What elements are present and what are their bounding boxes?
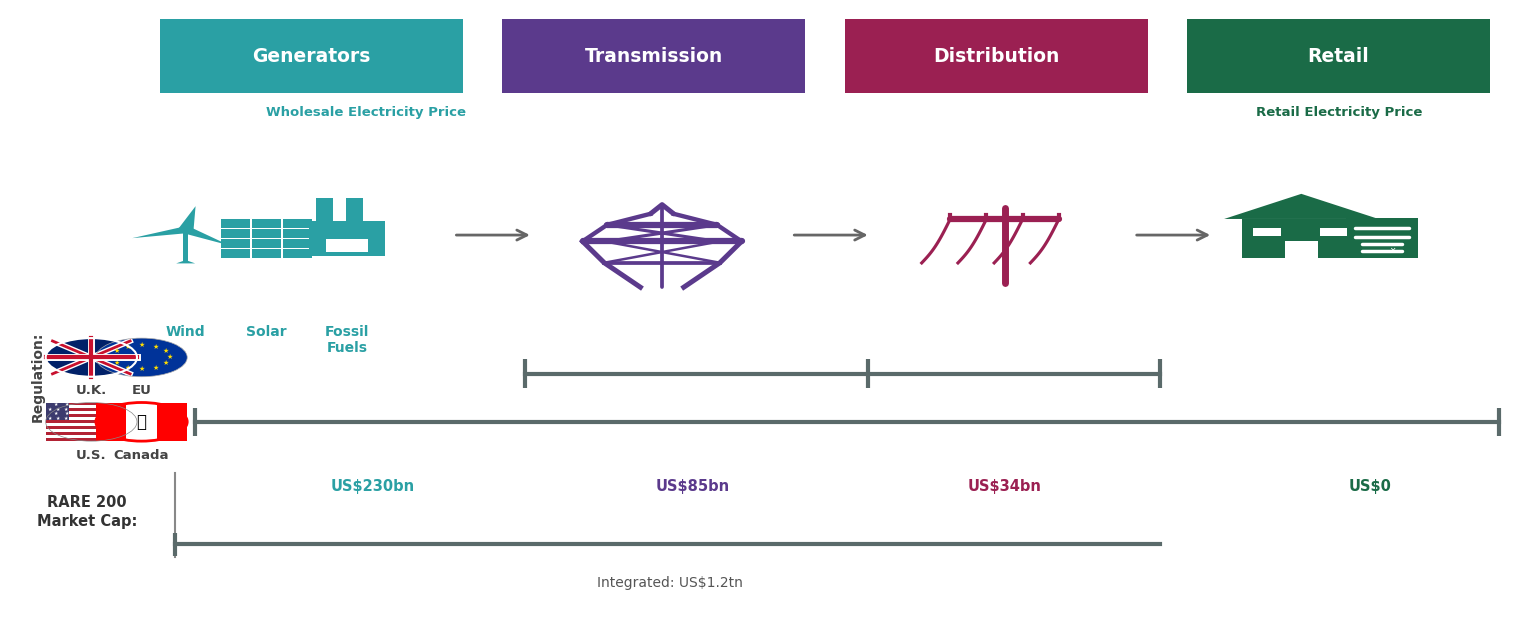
Text: US$85bn: US$85bn	[656, 478, 729, 494]
Polygon shape	[46, 406, 137, 408]
Text: Regulation:: Regulation:	[30, 332, 46, 422]
Text: US$0: US$0	[1348, 478, 1391, 494]
Polygon shape	[46, 402, 137, 406]
Polygon shape	[46, 435, 137, 438]
Bar	[251, 239, 280, 248]
Circle shape	[181, 228, 190, 232]
Bar	[317, 198, 333, 222]
Text: RARE 200
Market Cap:: RARE 200 Market Cap:	[37, 495, 137, 529]
Text: ★: ★	[125, 365, 131, 371]
Polygon shape	[181, 227, 230, 245]
Bar	[160, 19, 463, 93]
Text: ★: ★	[47, 415, 52, 421]
Text: Distribution: Distribution	[933, 47, 1059, 66]
Polygon shape	[46, 426, 137, 430]
Text: Transmission: Transmission	[584, 47, 723, 66]
Text: ★: ★	[125, 344, 131, 350]
Polygon shape	[46, 414, 137, 417]
Text: U.K.: U.K.	[76, 384, 107, 397]
Polygon shape	[46, 438, 137, 441]
Text: ★: ★	[64, 406, 67, 412]
Bar	[221, 239, 250, 248]
Bar	[251, 229, 280, 238]
Text: ★: ★	[53, 402, 58, 407]
Text: ★: ★	[47, 406, 52, 412]
Text: ★: ★	[55, 415, 59, 421]
Polygon shape	[46, 432, 137, 435]
Text: US$34bn: US$34bn	[968, 478, 1041, 494]
Bar	[251, 249, 280, 258]
Polygon shape	[46, 412, 137, 414]
Bar	[221, 219, 250, 228]
Bar	[283, 249, 312, 258]
Text: ★: ★	[55, 406, 59, 412]
Circle shape	[96, 338, 187, 377]
Bar	[326, 239, 368, 252]
Circle shape	[46, 338, 137, 377]
Circle shape	[96, 402, 187, 441]
Polygon shape	[46, 421, 137, 423]
Text: ★: ★	[110, 354, 116, 361]
Text: Canada: Canada	[114, 449, 169, 462]
Bar	[1187, 19, 1490, 93]
Text: EU: EU	[131, 384, 152, 397]
Text: ★: ★	[163, 361, 169, 366]
Text: Retail Electricity Price: Retail Electricity Price	[1256, 106, 1423, 119]
Polygon shape	[46, 423, 137, 426]
Text: ★: ★	[139, 366, 145, 372]
Text: ★: ★	[163, 348, 169, 354]
Polygon shape	[46, 430, 137, 432]
Text: ★: ★	[114, 348, 120, 354]
Text: Solar: Solar	[247, 325, 286, 339]
Text: Wind: Wind	[166, 325, 205, 339]
Text: Integrated: US$1.2tn: Integrated: US$1.2tn	[597, 576, 743, 590]
Text: U.S.: U.S.	[76, 449, 107, 462]
Bar	[309, 220, 385, 256]
Bar	[283, 219, 312, 228]
Text: US$230bn: US$230bn	[330, 478, 416, 494]
Bar	[1320, 228, 1347, 236]
Polygon shape	[46, 408, 137, 412]
Bar	[845, 19, 1148, 93]
Text: 🍁: 🍁	[137, 413, 146, 431]
Text: ★: ★	[152, 344, 158, 350]
Polygon shape	[46, 417, 137, 421]
Bar	[183, 230, 189, 263]
Bar	[251, 219, 280, 228]
Bar	[46, 402, 70, 421]
Polygon shape	[178, 206, 196, 231]
Bar	[502, 19, 805, 93]
Text: ★: ★	[65, 411, 70, 416]
Text: Fossil
Fuels: Fossil Fuels	[324, 325, 370, 355]
Bar	[347, 198, 364, 222]
Bar	[283, 229, 312, 238]
Bar	[157, 402, 187, 441]
Text: ★: ★	[53, 411, 58, 416]
Bar	[221, 249, 250, 258]
Bar	[1242, 219, 1361, 258]
Bar	[1347, 218, 1417, 258]
Polygon shape	[177, 260, 195, 263]
Bar	[1254, 228, 1282, 236]
Text: Wholesale Electricity Price: Wholesale Electricity Price	[266, 106, 466, 119]
Text: Generators: Generators	[253, 47, 370, 66]
Bar	[96, 402, 126, 441]
Text: ★: ★	[167, 354, 174, 361]
Text: ★: ★	[65, 402, 70, 407]
Polygon shape	[132, 227, 189, 238]
Text: ★: ★	[64, 415, 67, 421]
Text: ★: ★	[152, 365, 158, 371]
Polygon shape	[1224, 194, 1379, 219]
Text: ★: ★	[139, 343, 145, 348]
Bar	[221, 229, 250, 238]
Bar	[283, 239, 312, 248]
Text: ★: ★	[114, 361, 120, 366]
Bar	[1285, 242, 1318, 258]
Text: ✕: ✕	[1390, 246, 1396, 255]
Text: Retail: Retail	[1307, 47, 1370, 66]
